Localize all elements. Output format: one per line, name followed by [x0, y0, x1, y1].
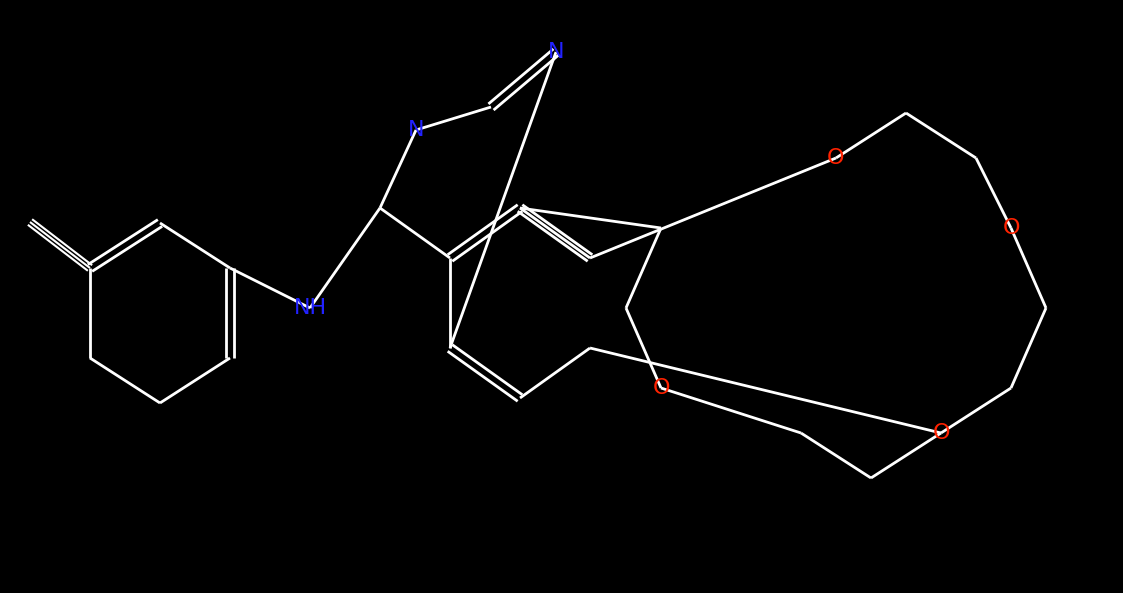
Text: N: N	[408, 120, 424, 140]
Text: O: O	[1002, 218, 1020, 238]
Text: N: N	[548, 42, 564, 62]
Text: O: O	[932, 423, 950, 443]
Text: O: O	[652, 378, 669, 398]
Text: O: O	[828, 148, 844, 168]
Text: NH: NH	[293, 298, 327, 318]
